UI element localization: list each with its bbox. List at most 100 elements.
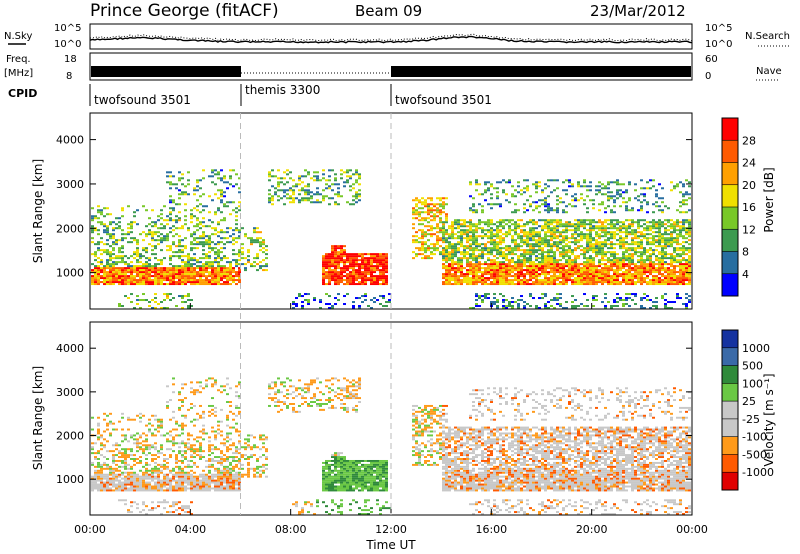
echo-cell xyxy=(457,243,460,246)
echo-cell xyxy=(454,253,457,256)
echo-cell xyxy=(622,261,625,264)
echo-cell xyxy=(652,203,655,206)
echo-cell xyxy=(262,251,265,254)
echo-cell xyxy=(343,171,346,174)
echo-cell xyxy=(541,243,544,246)
echo-cell xyxy=(541,273,544,276)
echo-cell xyxy=(604,233,607,236)
echo-cell xyxy=(637,223,640,226)
echo-cell xyxy=(223,277,226,280)
echo-cell xyxy=(112,249,115,252)
echo-cell xyxy=(130,267,133,270)
echo-cell xyxy=(346,269,349,272)
echo-cell xyxy=(193,233,196,236)
echo-cell xyxy=(148,273,151,276)
echo-cell xyxy=(94,475,97,478)
echo-cell xyxy=(205,235,208,238)
echo-cell xyxy=(526,253,529,256)
echo-cell xyxy=(508,301,511,304)
echo-cell xyxy=(160,275,163,278)
echo-cell xyxy=(631,237,634,240)
echo-cell xyxy=(346,277,349,280)
echo-cell xyxy=(190,269,193,272)
echo-cell xyxy=(427,203,430,206)
echo-cell xyxy=(670,253,673,256)
echo-cell xyxy=(628,277,631,280)
echo-cell xyxy=(187,281,190,284)
echo-cell xyxy=(139,475,142,478)
echo-cell xyxy=(484,233,487,236)
echo-cell xyxy=(541,257,544,260)
echo-cell xyxy=(163,293,166,296)
echo-cell xyxy=(547,229,550,232)
echo-cell xyxy=(133,267,136,270)
echo-cell xyxy=(553,245,556,248)
echo-cell xyxy=(511,229,514,232)
echo-cell xyxy=(214,173,217,176)
echo-cell xyxy=(667,257,670,260)
echo-cell xyxy=(124,459,127,462)
echo-cell xyxy=(124,281,127,284)
echo-cell xyxy=(688,229,691,232)
echo-cell xyxy=(352,281,355,284)
echo-cell xyxy=(373,267,376,270)
echo-cell xyxy=(382,271,385,274)
echo-cell xyxy=(502,275,505,278)
echo-cell xyxy=(463,221,466,224)
echo-cell xyxy=(301,181,304,184)
echo-cell xyxy=(682,201,685,204)
echo-cell xyxy=(559,267,562,270)
echo-cell xyxy=(574,281,577,284)
echo-cell xyxy=(517,303,520,306)
echo-cell xyxy=(202,221,205,224)
echo-cell xyxy=(553,265,556,268)
echo-cell xyxy=(529,237,532,240)
echo-cell xyxy=(436,203,439,206)
echo-cell xyxy=(520,253,523,256)
echo-cell xyxy=(562,211,565,214)
echo-cell xyxy=(484,253,487,256)
echo-cell xyxy=(364,269,367,272)
echo-cell xyxy=(535,249,538,252)
echo-cell xyxy=(481,295,484,298)
echo-cell xyxy=(604,307,607,309)
echo-cell xyxy=(577,219,580,222)
echo-cell xyxy=(613,271,616,274)
echo-cell xyxy=(622,223,625,226)
echo-cell xyxy=(358,253,361,256)
echo-cell xyxy=(223,175,226,178)
echo-cell xyxy=(556,269,559,272)
echo-cell xyxy=(277,183,280,186)
echo-cell xyxy=(622,221,625,224)
echo-cell xyxy=(364,281,367,284)
echo-cell xyxy=(658,233,661,236)
echo-cell xyxy=(640,259,643,262)
echo-cell xyxy=(688,261,691,264)
echo-cell xyxy=(472,255,475,258)
echo-cell xyxy=(196,205,199,208)
echo-cell xyxy=(205,265,208,268)
echo-cell xyxy=(358,173,361,176)
echo-cell xyxy=(370,275,373,278)
echo-cell xyxy=(685,233,688,236)
echo-cell xyxy=(610,269,613,272)
echo-cell xyxy=(160,239,163,242)
echo-cell xyxy=(217,241,220,244)
echo-cell xyxy=(136,299,139,302)
echo-cell xyxy=(226,277,229,280)
echo-cell xyxy=(589,259,592,262)
echo-cell xyxy=(187,305,190,308)
echo-cell xyxy=(604,185,607,188)
echo-cell xyxy=(118,303,121,306)
echo-cell xyxy=(361,295,364,298)
echo-cell xyxy=(193,279,196,282)
echo-cell xyxy=(247,251,250,254)
echo-cell xyxy=(91,229,94,232)
echo-cell xyxy=(133,221,136,224)
echo-cell xyxy=(190,221,193,224)
echo-cell xyxy=(463,229,466,232)
echo-cell xyxy=(610,235,613,238)
echo-cell xyxy=(646,225,649,228)
echo-cell xyxy=(274,187,277,190)
echo-cell xyxy=(610,237,613,240)
